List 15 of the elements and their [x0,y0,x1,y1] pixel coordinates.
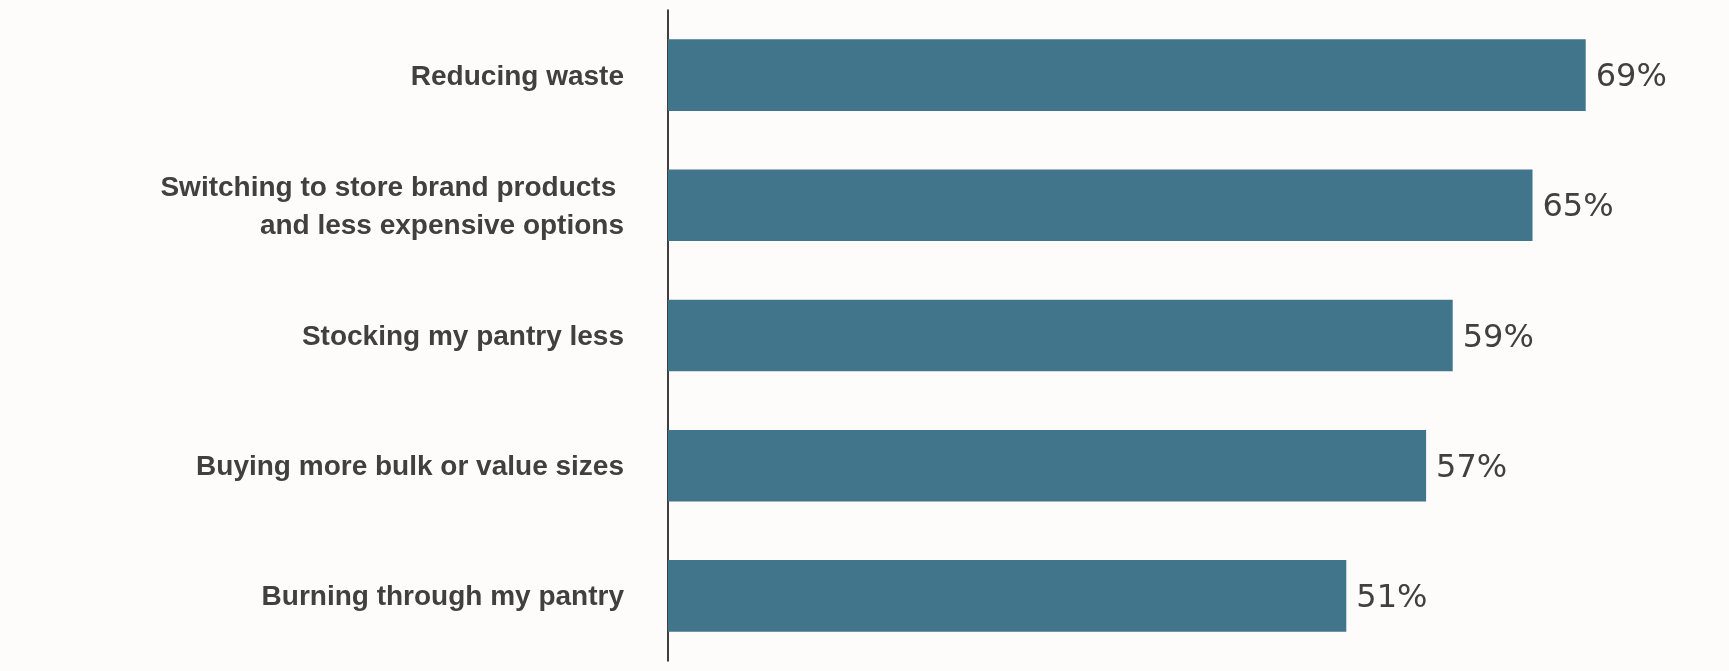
y-tick-label: Stocking my pantry less [301,320,624,351]
bar [668,169,1533,242]
data-label: 57% [1436,446,1508,485]
y-tick-label: Buying more bulk or value sizes [196,450,624,482]
bar [668,560,1347,632]
bar [668,39,1586,111]
data-label: 69% [1595,56,1667,95]
data-label: 51% [1356,576,1428,615]
data-label: 59% [1462,316,1534,355]
bar [668,429,1427,502]
y-tick-label: Burning through my pantry [261,580,625,612]
data-label: 65% [1542,186,1614,225]
bar [668,299,1453,372]
y-tick-label: Reducing waste [410,59,624,91]
y-tick-label: Switching to store brand products and less expensive options [160,170,624,240]
